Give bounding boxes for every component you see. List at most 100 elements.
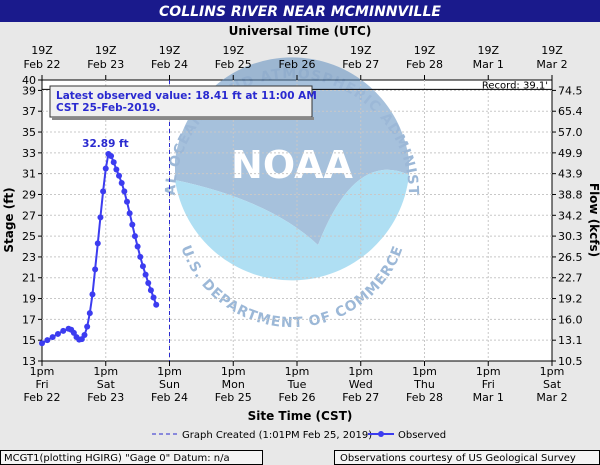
left-tick-label: 25 <box>22 230 36 243</box>
observed-point <box>97 214 104 221</box>
observed-point <box>129 221 136 228</box>
right-tick-label: 57.0 <box>558 126 583 139</box>
observed-point <box>89 291 96 298</box>
left-tick-label: 13 <box>22 355 36 368</box>
top-tick-label: Feb 26 <box>279 58 316 71</box>
observed-point <box>86 310 93 317</box>
top-tick-label: Feb 28 <box>406 58 443 71</box>
top-tick-label: Feb 23 <box>87 58 124 71</box>
chart-title: COLLINS RIVER NEAR MCMINNVILLE <box>159 4 441 20</box>
top-tick-label: 19Z <box>31 44 53 57</box>
top-tick-label: 19Z <box>222 44 244 57</box>
observed-point <box>150 294 157 301</box>
observed-point <box>49 334 56 341</box>
observed-point <box>118 180 125 187</box>
bottom-tick-label: Feb 23 <box>87 391 124 404</box>
footer-right-text: Observations courtesy of US Geological S… <box>340 453 576 464</box>
observed-point <box>139 263 146 270</box>
bottom-tick-label: Sat <box>97 378 116 391</box>
observed-point <box>92 266 99 273</box>
left-tick-label: 19 <box>22 293 36 306</box>
top-tick-label: Mar 2 <box>536 58 567 71</box>
bottom-tick-label: 1pm <box>221 365 246 378</box>
top-tick-label: 19Z <box>95 44 117 57</box>
left-tick-label: 33 <box>22 147 36 160</box>
bottom-axis-title: Site Time (CST) <box>248 409 353 423</box>
left-tick-label: 40 <box>22 74 36 87</box>
left-tick-label: 31 <box>22 168 36 181</box>
observed-point <box>60 327 67 334</box>
left-tick-label: 15 <box>22 334 36 347</box>
record-label: Record: 39.1' <box>482 80 548 91</box>
left-axis-title: Stage (ft) <box>2 187 16 252</box>
right-tick-label: 43.9 <box>558 168 583 181</box>
bottom-tick-label: Thu <box>413 378 435 391</box>
bottom-tick-label: Mar 2 <box>536 391 567 404</box>
top-tick-label: 19Z <box>414 44 436 57</box>
observed-point <box>137 253 144 260</box>
observed-point <box>142 271 149 278</box>
left-tick-label: 39 <box>22 84 36 97</box>
bottom-tick-label: Tue <box>287 378 307 391</box>
observed-point <box>84 323 91 330</box>
observed-point <box>94 240 101 247</box>
right-axis-title: Flow (kcfs) <box>587 183 600 257</box>
latest-value-line1: Latest observed value: 18.41 ft at 11:00… <box>56 90 317 102</box>
bottom-tick-label: Wed <box>349 378 373 391</box>
left-tick-label: 27 <box>22 209 36 222</box>
right-tick-label: 16.0 <box>558 313 583 326</box>
bottom-tick-label: Feb 24 <box>151 391 188 404</box>
observed-point <box>145 279 152 286</box>
observed-point <box>108 152 115 159</box>
right-tick-label: 38.8 <box>558 188 583 201</box>
bottom-tick-label: Feb 28 <box>406 391 443 404</box>
top-tick-label: Feb 22 <box>24 58 61 71</box>
observed-point <box>147 287 154 294</box>
footer-left-text: MCGT1(plotting HGIRG) "Gage 0" Datum: n/… <box>4 453 230 464</box>
bottom-tick-label: Mon <box>222 378 245 391</box>
left-tick-label: 35 <box>22 126 36 139</box>
observed-point <box>110 159 117 166</box>
bottom-tick-label: 1pm <box>476 365 501 378</box>
top-axis-title: Universal Time (UTC) <box>229 24 372 38</box>
observed-series-points <box>39 150 160 347</box>
top-tick-label: 19Z <box>159 44 181 57</box>
left-tick-label: 29 <box>22 188 36 201</box>
bottom-tick-label: Sun <box>159 378 180 391</box>
observed-point <box>131 233 138 240</box>
latest-value-line2: CST 25-Feb-2019. <box>56 102 160 114</box>
right-tick-label: 26.5 <box>558 251 583 264</box>
right-tick-label: 34.2 <box>558 209 583 222</box>
legend-observed-marker <box>378 431 384 437</box>
observed-point <box>54 330 61 337</box>
top-tick-label: 19Z <box>350 44 372 57</box>
grid-lines <box>42 80 552 361</box>
bottom-tick-label: Sat <box>543 378 562 391</box>
top-tick-label: 19Z <box>541 44 563 57</box>
bottom-tick-label: Mar 1 <box>473 391 504 404</box>
observed-point <box>134 243 141 250</box>
observed-point <box>102 165 109 172</box>
right-tick-label: 22.7 <box>558 272 583 285</box>
right-tick-label: 19.2 <box>558 293 583 306</box>
bottom-tick-label: Fri <box>482 378 495 391</box>
observed-point <box>126 210 133 217</box>
left-tick-label: 23 <box>22 251 36 264</box>
left-tick-label: 37 <box>22 105 36 118</box>
right-tick-label: 13.1 <box>558 334 583 347</box>
observed-point <box>153 301 160 308</box>
bottom-tick-label: Feb 22 <box>24 391 61 404</box>
top-tick-label: Feb 25 <box>215 58 252 71</box>
observed-point <box>116 172 123 179</box>
bottom-tick-label: Fri <box>35 378 48 391</box>
bottom-tick-label: Feb 25 <box>215 391 252 404</box>
right-tick-label: 30.3 <box>558 230 583 243</box>
observed-point <box>121 188 128 195</box>
latest-value-box-shadow <box>52 117 314 120</box>
peak-label: 32.89 ft <box>82 138 128 150</box>
bottom-tick-label: 1pm <box>540 365 565 378</box>
bottom-tick-label: 1pm <box>285 365 310 378</box>
